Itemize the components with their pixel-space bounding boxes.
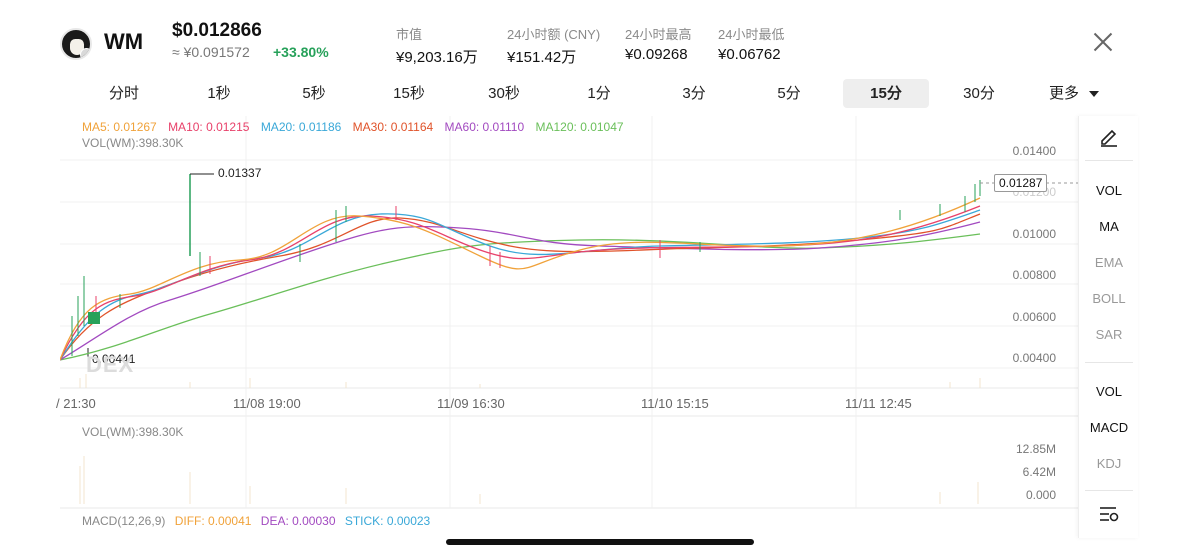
x-tick: 11/08 19:00 <box>233 396 301 411</box>
ma60-legend: MA60: 0.01110 <box>444 120 525 134</box>
ma20-legend: MA20: 0.01186 <box>260 120 342 134</box>
ma20-line <box>60 209 981 361</box>
y-tick: 0.01000 <box>1012 227 1056 241</box>
indicator-toolbar: VOL MA EMA BOLL SAR VOL MACD KDJ <box>1078 116 1138 538</box>
settings-list-icon[interactable] <box>1079 504 1139 527</box>
macd-diff: DIFF: 0.00041 <box>174 514 252 528</box>
kline-chart[interactable] <box>60 116 1078 538</box>
volume-bars-main <box>79 374 981 388</box>
vol-tick: 12.85M <box>1015 442 1056 456</box>
ma60-line <box>60 221 981 361</box>
stat-label: 24小时额 (CNY) <box>507 27 601 42</box>
stat-24h-low: 24小时最低 ¥0.06762 <box>718 24 784 63</box>
macd-dea: DEA: 0.00030 <box>260 514 336 528</box>
macd-params: MACD(12,26,9) <box>82 514 166 528</box>
chart-grid <box>60 116 1078 509</box>
tab-more-label: 更多 <box>1048 85 1079 102</box>
price-change: +33.80% <box>273 44 329 60</box>
token-price-cny: ≈ ¥0.091572 <box>172 44 250 60</box>
stat-24h-volume: 24小时额 (CNY) ¥151.42万 <box>507 24 600 67</box>
stat-value: ¥0.06762 <box>718 46 781 63</box>
caret-down-icon <box>1089 91 1099 98</box>
close-icon[interactable] <box>1092 31 1114 53</box>
low-marker-label: 0.00441 <box>92 352 136 366</box>
x-tick: 11/10 15:15 <box>641 396 709 411</box>
dex-watermark: DEX <box>86 352 135 377</box>
tab-1m[interactable]: 1分 <box>587 85 611 102</box>
stat-24h-high: 24小时最高 ¥0.09268 <box>625 24 691 63</box>
tab-time[interactable]: 分时 <box>108 85 139 102</box>
ma-legend: MA5: 0.01267 MA10: 0.01215 MA20: 0.01186… <box>82 120 632 134</box>
indicator-ema[interactable]: EMA <box>1094 255 1124 270</box>
stat-label: 24小时最高 <box>625 27 692 42</box>
token-symbol: WM <box>104 29 144 54</box>
tab-1s[interactable]: 1秒 <box>207 85 231 102</box>
sub-indicator-vol[interactable]: VOL <box>1095 384 1122 399</box>
tab-30s[interactable]: 30秒 <box>488 85 520 102</box>
macd-legend: MACD(12,26,9) DIFF: 0.00041 DEA: 0.00030… <box>82 514 436 528</box>
volume-panel-legend: VOL(WM):398.30K <box>82 425 184 439</box>
tab-more[interactable]: 更多 <box>1034 79 1114 108</box>
trade-marker <box>88 312 100 324</box>
token-price: $0.012866 <box>172 20 262 41</box>
token-header: WM $0.012866 ≈ ¥0.091572 +33.80% 市值 ¥9,2… <box>0 0 1200 78</box>
vol-tick: 0.000 <box>1025 488 1056 502</box>
tab-15s[interactable]: 15秒 <box>393 85 425 102</box>
x-tick: / 21:30 <box>56 396 96 411</box>
volume-legend: VOL(WM):398.30K <box>82 136 184 150</box>
pen-icon[interactable] <box>1079 124 1139 151</box>
stat-label: 市值 <box>396 27 423 42</box>
tab-3m[interactable]: 3分 <box>682 85 706 102</box>
ma10-legend: MA10: 0.01215 <box>168 120 250 134</box>
stat-value: ¥0.09268 <box>625 46 688 63</box>
tab-15m[interactable]: 15分 <box>843 79 929 108</box>
vol-tick: 6.42M <box>1022 465 1056 479</box>
macd-stick: STICK: 0.00023 <box>344 514 431 528</box>
indicator-sar[interactable]: SAR <box>1095 327 1123 342</box>
tab-5m[interactable]: 5分 <box>777 85 801 102</box>
sub-indicator-kdj[interactable]: KDJ <box>1096 456 1122 471</box>
current-price-tag: 0.01287 <box>994 174 1048 192</box>
tab-5s[interactable]: 5秒 <box>302 85 326 102</box>
stat-label: 24小时最低 <box>718 27 785 42</box>
stat-value: ¥151.42万 <box>507 49 577 66</box>
interval-tabs: 分时 1秒 5秒 15秒 30秒 1分 3分 5分 15分 30分 更多 <box>76 79 1116 109</box>
x-tick: 11/11 12:45 <box>845 396 912 411</box>
ma5-legend: MA5: 0.01267 <box>82 120 157 134</box>
ma10-line <box>60 205 981 361</box>
volume-bars-lower <box>79 456 979 504</box>
token-avatar <box>60 28 92 60</box>
ma120-legend: MA120: 0.01047 <box>535 120 624 134</box>
x-tick: 11/09 16:30 <box>437 396 505 411</box>
y-tick: 0.01400 <box>1012 144 1056 158</box>
ma5-line <box>60 197 981 361</box>
ma30-legend: MA30: 0.01164 <box>352 120 434 134</box>
indicator-ma[interactable]: MA <box>1099 219 1119 234</box>
high-marker-label: 0.01337 <box>218 166 262 180</box>
sub-indicator-macd[interactable]: MACD <box>1089 420 1129 435</box>
y-tick: 0.00400 <box>1012 351 1056 365</box>
tab-30m[interactable]: 30分 <box>963 85 995 102</box>
home-indicator <box>446 539 754 545</box>
stat-market-cap: 市值 ¥9,203.16万 <box>396 24 478 67</box>
indicator-vol[interactable]: VOL <box>1095 183 1122 198</box>
indicator-boll[interactable]: BOLL <box>1092 291 1126 306</box>
y-tick: 0.00800 <box>1012 268 1056 282</box>
y-tick: 0.00600 <box>1012 310 1056 324</box>
stat-value: ¥9,203.16万 <box>396 49 478 66</box>
